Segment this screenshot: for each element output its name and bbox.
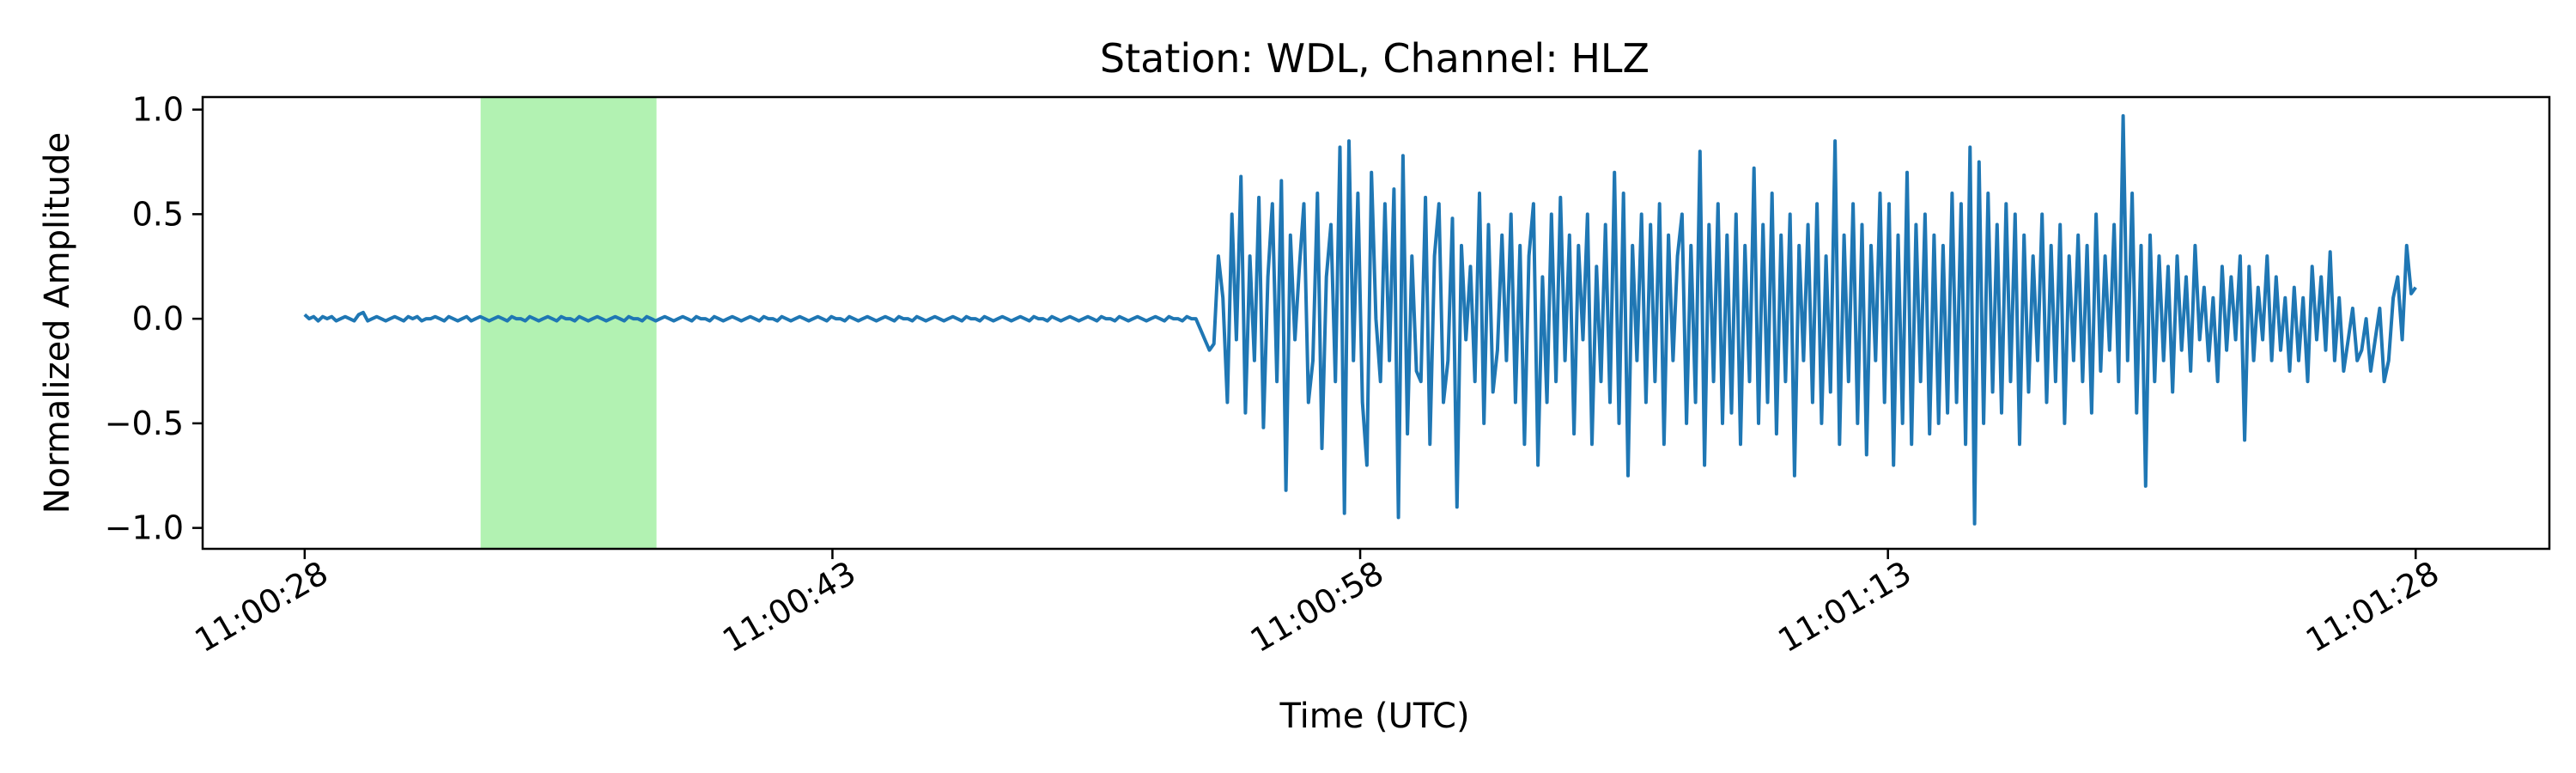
plot-area — [201, 95, 2551, 551]
y-tick-label: 0.0 — [132, 300, 184, 338]
x-axis-title: Time (UTC) — [1279, 697, 1469, 736]
y-tick-label: 1.0 — [132, 91, 184, 129]
y-axis: 1.0 0.5 0.0 −0.5 −1.0 — [105, 91, 203, 547]
x-tick-label: 11:00:28 — [189, 554, 335, 660]
y-tick-label: 0.5 — [132, 195, 184, 233]
highlight-span — [480, 97, 657, 549]
plot-frame — [201, 95, 2551, 551]
y-tick-label: −1.0 — [105, 509, 184, 547]
waveform-line — [303, 113, 2417, 526]
x-axis: 11:00:28 11:00:43 11:00:58 11:01:13 11:01:28 — [189, 549, 2445, 660]
x-tick-label: 11:00:58 — [1244, 554, 1390, 660]
x-tick-label: 11:01:13 — [1771, 554, 1917, 660]
y-axis-title: Normalized Amplitude — [38, 132, 77, 514]
chart-title: Station: WDL, Channel: HLZ — [1100, 35, 1649, 82]
y-tick-label: −0.5 — [105, 405, 184, 442]
x-tick-label: 11:00:43 — [716, 554, 862, 660]
x-tick-label: 11:01:28 — [2300, 554, 2445, 660]
